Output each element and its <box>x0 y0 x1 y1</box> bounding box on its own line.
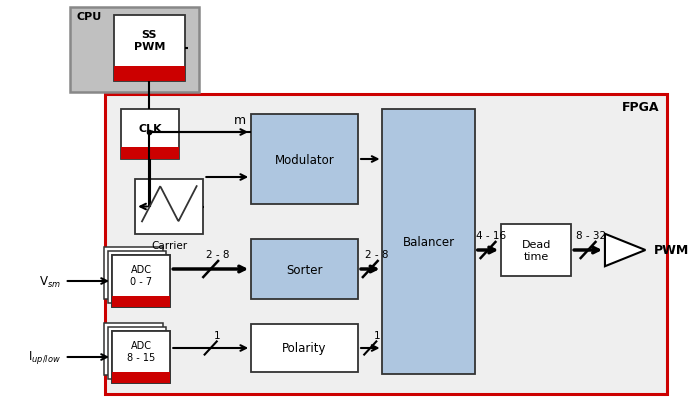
Bar <box>104 323 163 375</box>
Bar <box>104 247 163 299</box>
Text: V$_{sm}$: V$_{sm}$ <box>40 274 62 289</box>
Bar <box>112 296 170 307</box>
Text: Modulator: Modulator <box>274 153 335 166</box>
Bar <box>112 372 170 383</box>
Bar <box>501 224 571 276</box>
Text: Carrier: Carrier <box>151 241 187 250</box>
Bar <box>135 179 203 234</box>
Text: Balancer: Balancer <box>403 235 455 248</box>
Bar <box>114 16 185 82</box>
Text: 2 - 8: 2 - 8 <box>206 249 229 259</box>
Text: ADC
0 - 7: ADC 0 - 7 <box>130 264 152 286</box>
Text: Dead
time: Dead time <box>522 240 551 261</box>
Bar <box>251 324 358 372</box>
Bar <box>112 331 170 383</box>
Text: Polarity: Polarity <box>282 342 327 355</box>
Text: CLK: CLK <box>138 124 161 134</box>
Bar <box>251 115 358 205</box>
Text: Sorter: Sorter <box>286 263 323 276</box>
Text: 1: 1 <box>214 330 221 340</box>
Bar <box>112 256 170 307</box>
Bar <box>121 148 179 160</box>
Bar <box>108 327 166 379</box>
Bar <box>112 331 170 383</box>
Text: FPGA: FPGA <box>622 101 660 114</box>
Bar <box>114 67 185 82</box>
Text: PWM: PWM <box>653 244 689 257</box>
Bar <box>70 8 198 93</box>
Text: 1: 1 <box>374 330 380 340</box>
Text: I$_{up/low}$: I$_{up/low}$ <box>28 349 62 366</box>
Bar <box>112 256 170 307</box>
Text: 4 - 16: 4 - 16 <box>476 230 507 240</box>
Bar <box>383 110 475 374</box>
Text: CPU: CPU <box>77 12 102 22</box>
Text: SS
PWM: SS PWM <box>134 30 165 52</box>
Bar <box>108 252 166 303</box>
Bar <box>251 239 358 299</box>
Text: ADC
8 - 15: ADC 8 - 15 <box>127 340 155 362</box>
Polygon shape <box>605 234 645 266</box>
Text: m: m <box>234 114 246 127</box>
Bar <box>121 110 179 160</box>
Bar <box>105 95 667 394</box>
Text: 8 - 32: 8 - 32 <box>577 230 606 240</box>
Text: 2 - 8: 2 - 8 <box>365 249 389 259</box>
